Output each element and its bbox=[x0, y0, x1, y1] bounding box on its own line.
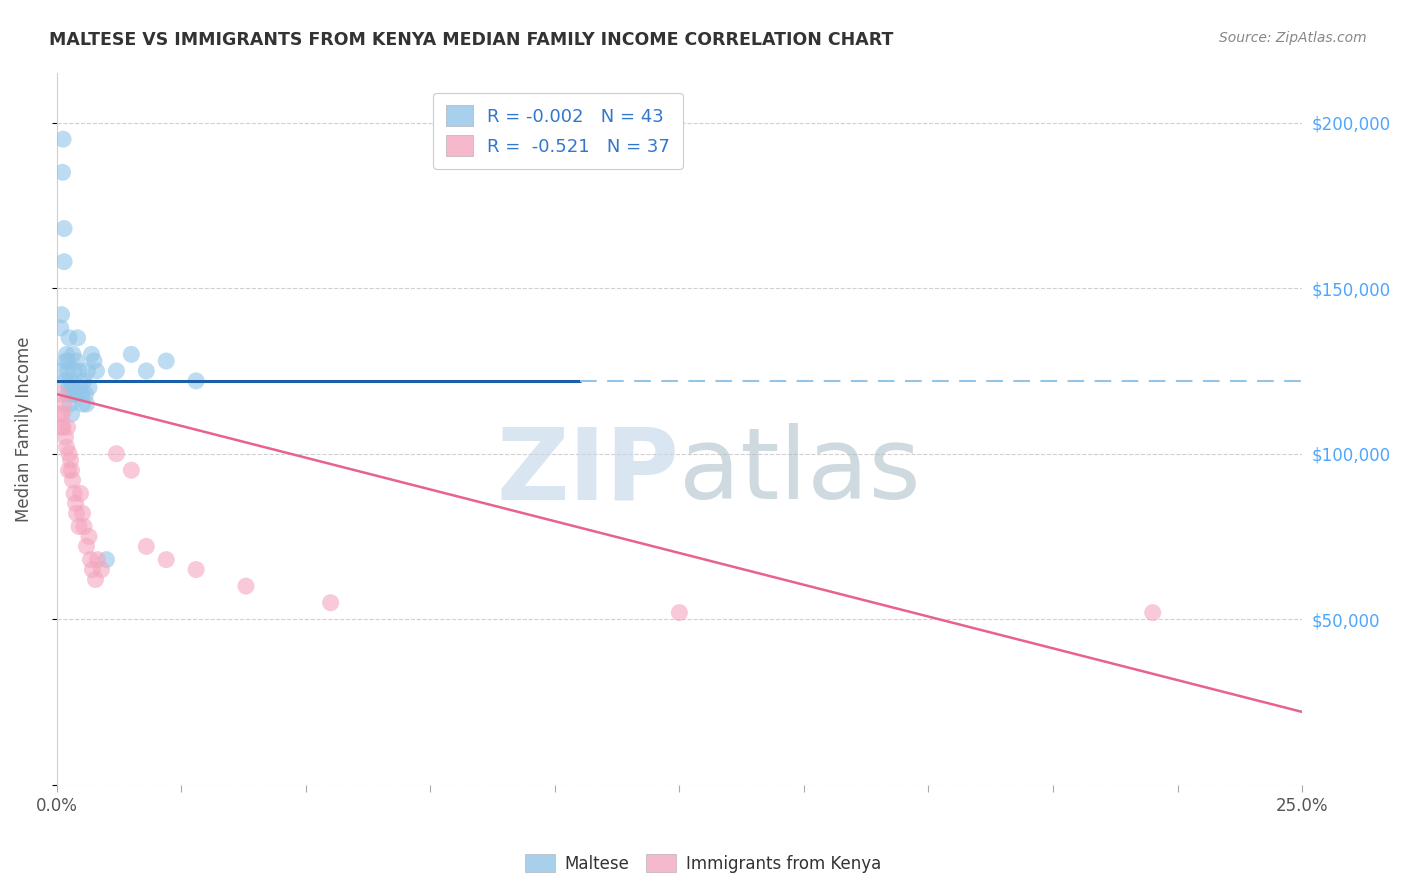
Point bbox=[155, 552, 177, 566]
Point bbox=[60, 463, 83, 477]
Point bbox=[56, 354, 79, 368]
Point bbox=[53, 221, 76, 235]
Point bbox=[73, 519, 96, 533]
Point bbox=[65, 496, 87, 510]
Point bbox=[120, 463, 142, 477]
Point bbox=[86, 364, 108, 378]
Point bbox=[49, 364, 72, 378]
Point bbox=[56, 420, 79, 434]
Point bbox=[96, 552, 118, 566]
Point bbox=[235, 579, 257, 593]
Point bbox=[55, 347, 77, 361]
Point bbox=[62, 347, 84, 361]
Point bbox=[58, 447, 80, 461]
Point bbox=[58, 463, 80, 477]
Point bbox=[65, 387, 87, 401]
Point bbox=[72, 397, 94, 411]
Point bbox=[69, 380, 91, 394]
Point bbox=[668, 606, 690, 620]
Legend: Maltese, Immigrants from Kenya: Maltese, Immigrants from Kenya bbox=[517, 847, 889, 880]
Legend: R = -0.002   N = 43, R =  -0.521   N = 37: R = -0.002 N = 43, R = -0.521 N = 37 bbox=[433, 93, 683, 169]
Point bbox=[65, 354, 87, 368]
Point bbox=[83, 354, 105, 368]
Point bbox=[63, 364, 86, 378]
Point bbox=[76, 397, 98, 411]
Point bbox=[51, 420, 73, 434]
Point bbox=[49, 321, 72, 335]
Point bbox=[135, 540, 157, 554]
Point bbox=[49, 407, 72, 421]
Point bbox=[184, 374, 207, 388]
Point bbox=[135, 364, 157, 378]
Point bbox=[76, 540, 98, 554]
Point bbox=[77, 529, 100, 543]
Point bbox=[105, 364, 128, 378]
Point bbox=[155, 354, 177, 368]
Point bbox=[63, 486, 86, 500]
Point bbox=[77, 380, 100, 394]
Point bbox=[53, 254, 76, 268]
Text: MALTESE VS IMMIGRANTS FROM KENYA MEDIAN FAMILY INCOME CORRELATION CHART: MALTESE VS IMMIGRANTS FROM KENYA MEDIAN … bbox=[49, 31, 894, 49]
Point bbox=[48, 387, 70, 401]
Point bbox=[60, 407, 83, 421]
Point bbox=[184, 563, 207, 577]
Point bbox=[73, 374, 96, 388]
Point bbox=[79, 552, 101, 566]
Point bbox=[62, 380, 84, 394]
Point bbox=[55, 440, 77, 454]
Point bbox=[51, 308, 73, 322]
Point bbox=[55, 374, 77, 388]
Point bbox=[72, 506, 94, 520]
Point bbox=[69, 486, 91, 500]
Point bbox=[52, 420, 75, 434]
Point bbox=[58, 380, 80, 394]
Point bbox=[120, 347, 142, 361]
Point bbox=[67, 364, 90, 378]
Point bbox=[62, 473, 84, 487]
Point bbox=[319, 596, 342, 610]
Point bbox=[70, 387, 93, 401]
Point bbox=[56, 387, 79, 401]
Point bbox=[53, 397, 76, 411]
Point bbox=[76, 364, 98, 378]
Point bbox=[1142, 606, 1164, 620]
Point bbox=[90, 563, 112, 577]
Text: Source: ZipAtlas.com: Source: ZipAtlas.com bbox=[1219, 31, 1367, 45]
Point bbox=[52, 132, 75, 146]
Point bbox=[59, 453, 82, 467]
Point bbox=[67, 519, 90, 533]
Point bbox=[75, 387, 97, 401]
Point bbox=[52, 165, 75, 179]
Y-axis label: Median Family Income: Median Family Income bbox=[15, 336, 32, 522]
Text: ZIP: ZIP bbox=[496, 423, 679, 520]
Point bbox=[52, 407, 75, 421]
Point bbox=[105, 447, 128, 461]
Point bbox=[80, 347, 103, 361]
Point bbox=[55, 354, 77, 368]
Text: atlas: atlas bbox=[679, 423, 921, 520]
Point bbox=[84, 573, 107, 587]
Point bbox=[66, 331, 89, 345]
Point bbox=[86, 552, 108, 566]
Point bbox=[55, 430, 77, 444]
Point bbox=[59, 374, 82, 388]
Point bbox=[65, 506, 87, 520]
Point bbox=[56, 364, 79, 378]
Point bbox=[58, 331, 80, 345]
Point bbox=[82, 563, 104, 577]
Point bbox=[59, 397, 82, 411]
Point bbox=[60, 387, 83, 401]
